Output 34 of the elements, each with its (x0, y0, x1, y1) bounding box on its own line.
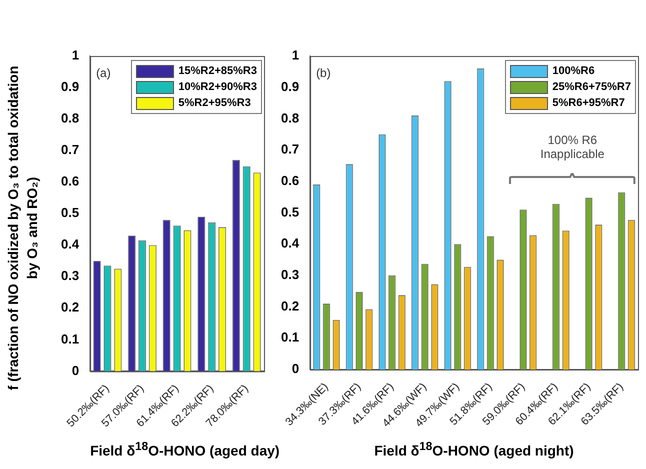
y-tick-label: 0.7 (280, 142, 300, 157)
y-tick-label: 0.5 (60, 205, 80, 220)
y-tick-label: 0.9 (60, 79, 80, 94)
y-tick-label: 1 (72, 48, 80, 63)
legend-label: 5%R6+95%R7 (552, 97, 625, 109)
y-axis-title: f (fraction of NO oxidized by O₃ to total oxidation by O₃ and RO₂) (4, 64, 41, 392)
y-tick-label: 0.2 (60, 300, 80, 315)
x-axis-title: Field δ$^{18}$O-HONO (aged day) (90, 440, 280, 459)
y-tick-label: 0.1 (280, 330, 300, 345)
legend-label: 25%R6+75%R7 (552, 81, 631, 93)
y-tick-label: 0.4 (60, 236, 80, 252)
y-tick-label: 0.6 (280, 172, 300, 188)
y-tick-label: 0.4 (280, 236, 300, 251)
y-tick-label: 0.8 (60, 110, 80, 126)
y-tick-label: 1 (292, 48, 300, 63)
x-axis-title: Field δ$^{18}$O-HONO (aged night) (373, 440, 575, 459)
y-tick-label: 0.6 (60, 174, 80, 189)
y-tick-label: 0.3 (280, 267, 300, 282)
y-tick-label: 0.5 (280, 204, 300, 220)
annotation: 100% R6 Inapplicable (539, 133, 606, 162)
legend-label: 5%R2+95%R3 (178, 97, 251, 109)
y-tick-label: 0.1 (60, 331, 80, 346)
y-tick-label: 0 (72, 362, 80, 378)
y-tick-label: 0.7 (60, 142, 80, 158)
y-tick-label: 0 (292, 361, 300, 376)
y-tick-label: 0.8 (280, 110, 300, 126)
y-tick-label: 0.2 (280, 298, 300, 314)
annotation: (a) (96, 66, 111, 80)
legend-label: 15%R2+85%R3 (178, 65, 257, 77)
y-tick-label: 0.9 (280, 78, 300, 94)
legend-label: 100%R6 (552, 65, 595, 77)
annotation: (b) (316, 66, 331, 80)
legend-label: 10%R2+90%R3 (178, 81, 257, 93)
y-tick-label: 0.3 (60, 268, 80, 284)
